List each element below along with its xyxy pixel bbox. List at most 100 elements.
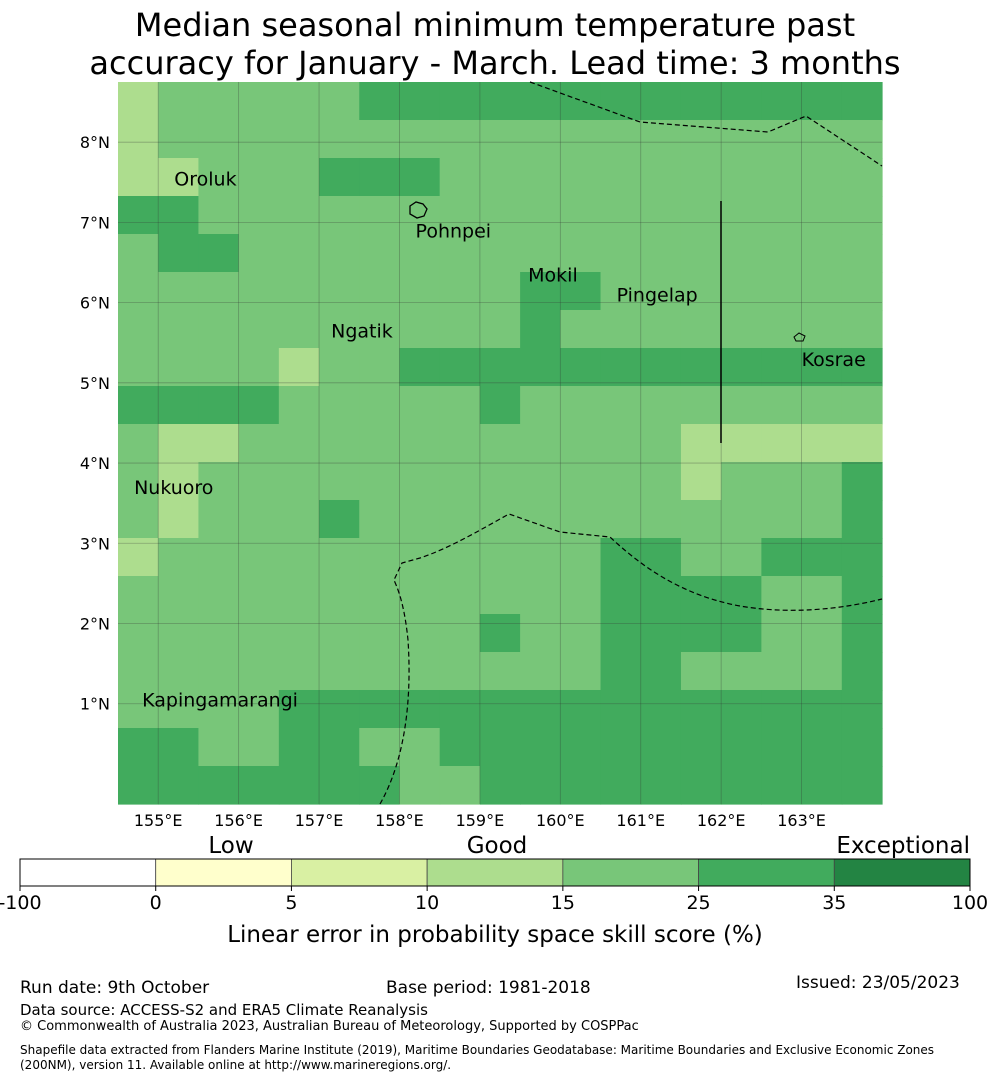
grid-cell bbox=[761, 462, 803, 501]
eez-boundary-north bbox=[529, 81, 883, 167]
grid-cell bbox=[479, 766, 521, 805]
grid-cell bbox=[600, 690, 642, 729]
grid-cell bbox=[600, 766, 642, 805]
grid-cell bbox=[479, 196, 521, 235]
colorbar-label: Linear error in probability space skill … bbox=[227, 922, 763, 948]
grid-cell bbox=[761, 766, 803, 805]
grid-cell bbox=[238, 234, 280, 273]
grid-cell bbox=[640, 234, 682, 273]
grid-cell bbox=[158, 500, 200, 539]
grid-cell bbox=[198, 728, 240, 767]
grid-cell bbox=[399, 120, 441, 159]
place-label: Pohnpei bbox=[416, 220, 492, 242]
grid-cell bbox=[640, 576, 682, 615]
grid-cell bbox=[721, 348, 762, 387]
colorbar-ticks: -100 0 5 10 15 25 35 100 bbox=[0, 886, 988, 914]
grid-cell bbox=[198, 158, 240, 197]
grid-cell bbox=[158, 310, 200, 349]
map-svg[interactable]: Oroluk Pohnpei Mokil Pingelap Ngatik Kosrae Nu… bbox=[0, 0, 990, 840]
grid-cell bbox=[520, 120, 561, 159]
grid-cell bbox=[841, 158, 883, 197]
grid-cell bbox=[520, 728, 561, 767]
grid-cell bbox=[801, 462, 843, 501]
colorbar-swatch bbox=[562, 858, 699, 887]
grid-cell bbox=[399, 234, 441, 273]
grid-cell bbox=[158, 652, 200, 691]
copyright: © Commonwealth of Australia 2023, Austra… bbox=[20, 1019, 639, 1034]
grid-cell bbox=[640, 728, 682, 767]
colorbar-tick-label: 0 bbox=[150, 892, 162, 914]
grid-cell bbox=[520, 82, 561, 121]
lon-tick-label: 162°E bbox=[697, 811, 746, 830]
data-source: Data source: ACCESS-S2 and ERA5 Climate … bbox=[20, 1001, 428, 1019]
grid-cell bbox=[680, 424, 722, 463]
grid-cell bbox=[560, 234, 602, 273]
grid-cell bbox=[560, 462, 602, 501]
grid-cell bbox=[158, 82, 200, 121]
grid-cell bbox=[319, 766, 360, 805]
grid-cell bbox=[680, 82, 722, 121]
grid-cell bbox=[520, 234, 561, 273]
lat-tick-label: 3°N bbox=[80, 534, 110, 553]
grid-cell bbox=[721, 82, 762, 121]
grid-cell bbox=[359, 82, 401, 121]
place-label: Nukuoro bbox=[134, 477, 213, 499]
grid-cell bbox=[439, 576, 481, 615]
grid-cell bbox=[118, 500, 159, 539]
grid-cell bbox=[118, 766, 159, 805]
base-period: Base period: 1981-2018 bbox=[386, 978, 591, 998]
grid-cell bbox=[198, 196, 240, 235]
colorbar-category-label: Exceptional bbox=[836, 833, 970, 859]
grid-cell bbox=[278, 120, 320, 159]
grid-cell bbox=[278, 614, 320, 653]
islands bbox=[409, 201, 806, 342]
grid-cell bbox=[801, 538, 843, 577]
grid-cell bbox=[319, 82, 360, 121]
grid-cell bbox=[359, 462, 401, 501]
eez-boundary-south bbox=[379, 513, 883, 805]
grid-cell bbox=[158, 614, 200, 653]
grid-cell bbox=[560, 310, 602, 349]
grid-cell bbox=[399, 690, 441, 729]
grid-cell bbox=[479, 652, 521, 691]
grid-cell bbox=[600, 500, 642, 539]
grid-cell bbox=[198, 310, 240, 349]
grid-cell bbox=[520, 766, 561, 805]
grid-cell bbox=[801, 196, 843, 235]
grid-cell bbox=[439, 614, 481, 653]
grid-cell bbox=[479, 386, 521, 425]
grid-cell bbox=[158, 120, 200, 159]
grid-cell bbox=[118, 614, 159, 653]
grid-cell bbox=[841, 272, 883, 311]
lat-tick-label: 6°N bbox=[80, 294, 110, 313]
grid-cell bbox=[278, 500, 320, 539]
grid-cell bbox=[359, 272, 401, 311]
grid-cell bbox=[278, 158, 320, 197]
grid-cell bbox=[479, 120, 521, 159]
grid-cell bbox=[238, 120, 280, 159]
grid-cell bbox=[600, 462, 642, 501]
grid-cell bbox=[198, 690, 240, 729]
grid-cell bbox=[841, 424, 883, 463]
grid-cell bbox=[479, 728, 521, 767]
grid-cell bbox=[399, 652, 441, 691]
grid-cell bbox=[680, 690, 722, 729]
colorbar-swatches bbox=[19, 858, 971, 887]
grid-cell bbox=[801, 614, 843, 653]
grid-cell bbox=[439, 196, 481, 235]
grid-cell bbox=[560, 272, 602, 311]
issued-date: Issued: 23/05/2023 bbox=[796, 973, 960, 993]
grid-cell bbox=[801, 766, 843, 805]
grid-cell bbox=[680, 386, 722, 425]
grid-cell bbox=[278, 310, 320, 349]
grid-cell bbox=[721, 538, 762, 577]
grid-cell bbox=[801, 348, 843, 387]
colorbar-categories: Low Good Exceptional bbox=[208, 833, 970, 859]
place-labels: Oroluk Pohnpei Mokil Pingelap Ngatik Kosrae Nu… bbox=[134, 168, 866, 711]
map-panel[interactable]: Oroluk Pohnpei Mokil Pingelap Ngatik Kosrae Nu… bbox=[0, 0, 990, 840]
grid-cell bbox=[761, 386, 803, 425]
grid-cell bbox=[600, 196, 642, 235]
grid-cell bbox=[439, 690, 481, 729]
grid-cell bbox=[439, 424, 481, 463]
grid-cell bbox=[439, 766, 481, 805]
